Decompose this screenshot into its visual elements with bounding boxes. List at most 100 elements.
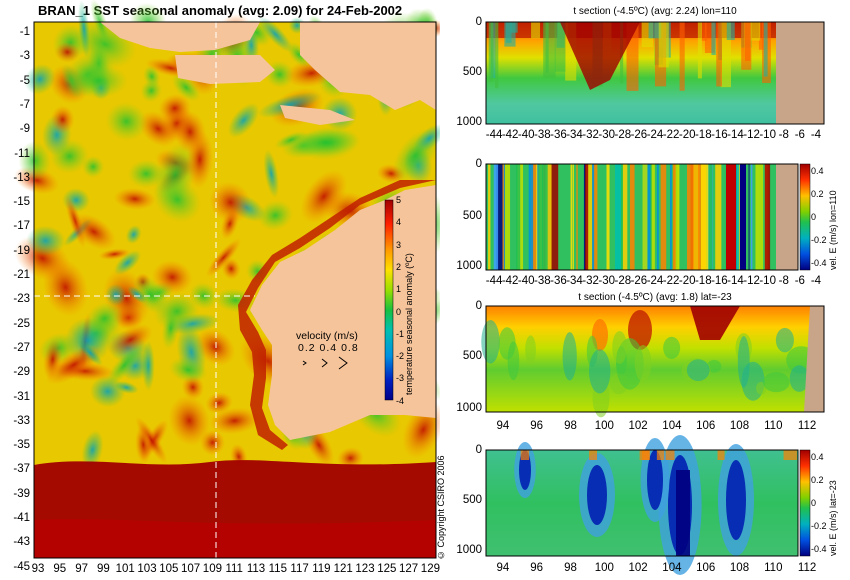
map-colorbar-tick: -3 — [396, 373, 405, 384]
map-y-tick: -39 — [13, 487, 30, 500]
panel1-x-tick: -10 — [759, 129, 776, 141]
panel2-colorbar — [799, 163, 811, 271]
map-colorbar-tick: 0 — [396, 306, 402, 317]
map-y-tick: -43 — [13, 536, 30, 549]
panel3-title: t section (-4.5ºC) (avg: 1.8) lat=-23 — [578, 292, 732, 303]
panel1-y-tick: 500 — [462, 66, 482, 78]
map-x-tick: 119 — [312, 563, 331, 575]
map-colorbar-tick: 4 — [396, 217, 402, 228]
map-y-tick: -1 — [19, 26, 30, 38]
panel4-x-tick: 112 — [797, 562, 817, 574]
panel2-x-tick: -20 — [678, 275, 696, 287]
panel3-x-tick: 110 — [764, 420, 783, 432]
map-y-tick: -5 — [19, 74, 30, 87]
panel2-x-tick: -6 — [794, 275, 805, 287]
map-y-tick: -27 — [13, 341, 30, 354]
panel2-x-tick: -34 — [566, 275, 583, 287]
panel2-y-tick: 500 — [462, 210, 482, 222]
panel4-colorbar-tick: 0.2 — [811, 475, 824, 485]
map-x-tick: 109 — [202, 563, 222, 575]
panel2-x-tick: -28 — [614, 275, 632, 287]
map-colorbar-tick: 2 — [396, 261, 402, 272]
map-y-tick: -3 — [19, 50, 30, 63]
panel3-x-tick: 94 — [496, 420, 510, 432]
panel3-x-tick: 102 — [628, 420, 648, 432]
panel2-x-tick: -30 — [598, 275, 616, 287]
panel2-x-tick: -36 — [550, 275, 567, 287]
panel2-x-tick: -32 — [582, 275, 599, 287]
panel1-x-tick: -24 — [646, 129, 664, 141]
panel2-colorbar-tick: 0.4 — [811, 166, 824, 176]
panel2-x-tick: -42 — [501, 275, 519, 287]
panel3-y-tick: 1000 — [456, 402, 482, 414]
map-colorbar-tick: -1 — [396, 328, 405, 339]
panel2-colorbar-tick: 0.2 — [811, 189, 824, 199]
velocity-scale-2: 0.8 — [341, 342, 359, 354]
panel1-x-tick: -38 — [534, 129, 551, 141]
map-y-tick: -11 — [14, 147, 30, 160]
panel1-x-tick: -4 — [810, 129, 822, 141]
panel1-title: t section (-4.5ºC) (avg: 2.24) lon=110 — [573, 6, 737, 17]
panel2-x-tick: -38 — [534, 275, 551, 287]
panel4-x-tick: 106 — [696, 562, 716, 574]
panel4-colorbar-tick: -0.2 — [811, 521, 827, 531]
panel1-x-tick: -44 — [485, 129, 503, 141]
map-x-tick: 115 — [268, 563, 287, 575]
panel4-x-tick: 110 — [764, 562, 783, 574]
panel4-x-tick: 96 — [530, 562, 544, 574]
map-y-tick: -29 — [13, 366, 30, 379]
map-x-tick: 121 — [333, 563, 353, 575]
panel1-x-tick: -42 — [501, 129, 519, 141]
land-java — [175, 55, 275, 84]
panel2-x-tick: -44 — [485, 275, 503, 287]
map-y-tick: -9 — [19, 123, 30, 136]
map-colorbar-tick: -4 — [396, 395, 405, 406]
panel3-x-tick: 100 — [594, 420, 614, 432]
panel1-x-tick: -6 — [794, 129, 805, 141]
map-x-tick: 103 — [137, 563, 157, 575]
land-islands — [280, 105, 355, 125]
panel4-colorbar — [799, 449, 811, 557]
map-x-tick: 93 — [31, 563, 45, 575]
panel1-x-tick: -32 — [582, 129, 599, 141]
map-title: BRAN_1 SST seasonal anomaly (avg: 2.09) … — [38, 3, 403, 18]
panel1-x-tick: -26 — [630, 129, 648, 141]
panel2-x-tick: -8 — [778, 275, 789, 287]
panel2-x-tick: -10 — [759, 275, 776, 287]
panel1-x-tick: -20 — [678, 129, 696, 141]
map-x-tick: 111 — [225, 563, 243, 575]
map-y-tick: -7 — [19, 98, 30, 111]
panel1-x-tick: -34 — [566, 129, 583, 141]
velocity-scale-arrows — [302, 356, 348, 370]
map-y-tick: -19 — [13, 244, 30, 257]
map-x-tick: 129 — [420, 563, 440, 575]
panel4-x-tick: 100 — [594, 562, 614, 574]
panel4-x-tick: 108 — [729, 562, 750, 574]
panel4-colorbar-tick: 0.4 — [811, 452, 824, 462]
panel1-land — [776, 22, 824, 124]
velocity-label: velocity (m/s) — [296, 330, 358, 342]
panel1-x-tick: -28 — [614, 129, 632, 141]
panel2-x-tick: -26 — [630, 275, 648, 287]
map-x-tick: 99 — [96, 563, 110, 575]
map-x-tick: 95 — [53, 563, 67, 575]
map-y-tick: -17 — [13, 220, 30, 233]
panel2-x-tick: -14 — [727, 275, 744, 287]
map-x-tick: 123 — [355, 563, 375, 575]
panel1-x-tick: -36 — [550, 129, 567, 141]
panel1-y-tick: 1000 — [456, 116, 482, 128]
sst-colorbar — [384, 199, 394, 401]
panel4-x-tick: 98 — [564, 562, 577, 574]
map-y-tick: -33 — [13, 414, 30, 427]
panel2-y-tick: 0 — [475, 158, 482, 170]
map-y-tick: -25 — [13, 317, 30, 330]
land-sumatra — [100, 22, 260, 52]
panel4-y-tick: 0 — [475, 444, 482, 456]
map-x-tick: 127 — [399, 563, 419, 575]
map-colorbar-tick: -2 — [396, 351, 405, 362]
panel1-x-tick: -8 — [778, 129, 789, 141]
panel4-x-tick: 94 — [496, 562, 510, 574]
panel3-x-tick: 104 — [662, 420, 682, 432]
panel2-x-tick: -40 — [517, 275, 535, 287]
